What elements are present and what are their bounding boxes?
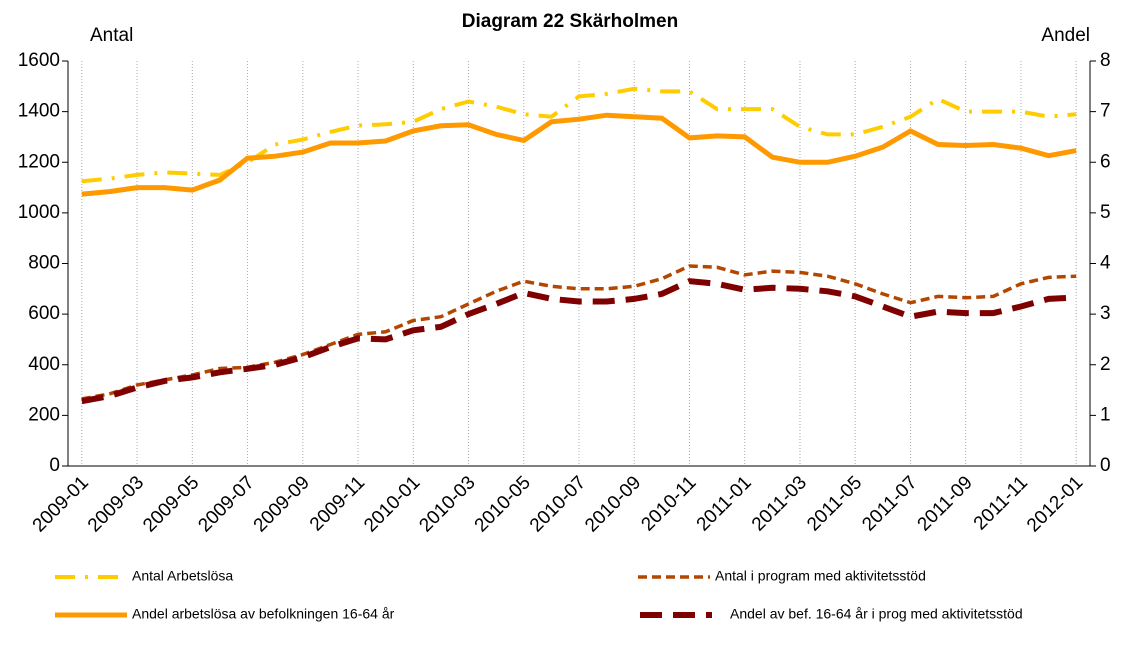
y-tick-label: 1600 — [18, 50, 60, 71]
y2-tick-label: 2 — [1100, 354, 1111, 375]
legend-label: Antal Arbetslösa — [132, 568, 233, 584]
chart-title: Diagram 22 Skärholmen — [462, 11, 678, 32]
legend-label: Antal i program med aktivitetsstöd — [715, 568, 926, 584]
y-tick-label: 1400 — [18, 101, 60, 122]
y-tick-label: 800 — [28, 253, 60, 274]
series-line — [81, 86, 1077, 184]
y2-tick-label: 3 — [1100, 303, 1111, 324]
legend-label: Andel av bef. 16-64 år i prog med aktivi… — [730, 606, 1023, 622]
y-tick-label: 200 — [28, 404, 60, 425]
series-line — [81, 112, 1077, 197]
y2-tick-label: 4 — [1100, 253, 1111, 274]
y-tick-label: 1200 — [18, 151, 60, 172]
legend-label: Andel arbetslösa av befolkningen 16-64 å… — [132, 606, 395, 622]
y-tick-label: 1000 — [18, 202, 60, 223]
y-tick-label: 400 — [28, 354, 60, 375]
y2-tick-label: 7 — [1100, 101, 1111, 122]
y2-tick-label: 0 — [1100, 455, 1111, 476]
y2-tick-label: 6 — [1100, 151, 1111, 172]
y2-axis-label: Andel — [1041, 25, 1090, 46]
y-tick-label: 600 — [28, 303, 60, 324]
y2-tick-label: 1 — [1100, 404, 1111, 425]
y2-tick-label: 8 — [1100, 50, 1111, 71]
y2-tick-label: 5 — [1100, 202, 1111, 223]
series-line — [81, 278, 1077, 405]
y-axis-label: Antal — [90, 25, 133, 46]
y-tick-label: 0 — [49, 455, 60, 476]
